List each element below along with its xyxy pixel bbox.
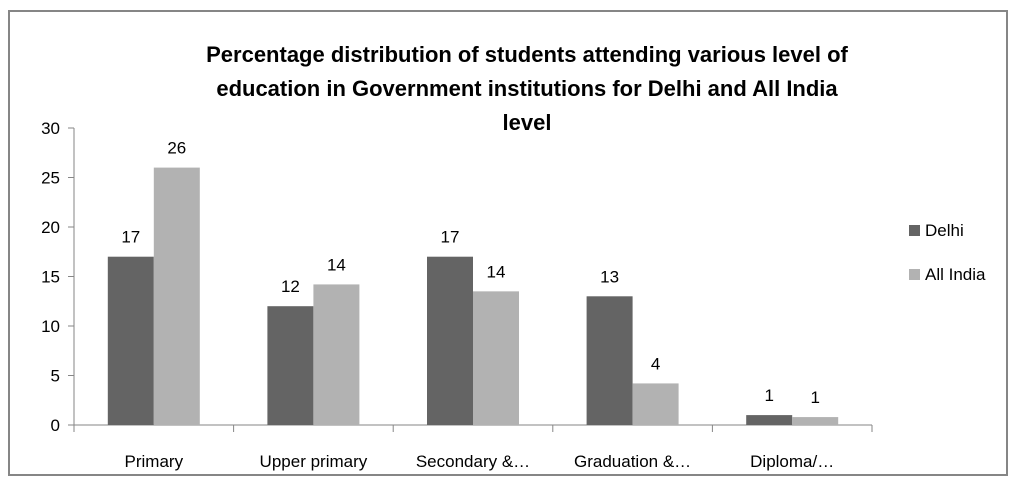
bar-all-india [792, 417, 839, 425]
data-label: 13 [600, 267, 619, 286]
x-tick-label: Upper primary [260, 452, 368, 471]
data-labels: 17 12 17 13 1 26 14 14 4 1 [121, 139, 820, 407]
x-tick-label: Graduation &… [574, 452, 691, 471]
bar-delhi [586, 296, 633, 425]
data-label: 17 [441, 228, 460, 247]
chart-frame: Percentage distribution of students atte… [8, 10, 1008, 476]
bars [107, 167, 839, 425]
bar-delhi [746, 415, 793, 425]
chart-title-line-3: level [503, 110, 552, 135]
chart-title-line-1: Percentage distribution of students atte… [206, 42, 848, 67]
bar-delhi [427, 256, 473, 425]
x-tick-label: Primary [125, 452, 184, 471]
data-label: 26 [167, 139, 186, 158]
data-label: 1 [810, 388, 819, 407]
axes: 0 5 10 15 20 25 30 Primary Upper primary Secondar… [41, 119, 873, 471]
bar-all-india [313, 284, 360, 425]
chart-title-line-2: education in Government institutions for… [216, 76, 838, 101]
bar-delhi [107, 256, 154, 425]
bar-all-india [153, 167, 200, 425]
data-label: 1 [764, 386, 773, 405]
data-label: 14 [487, 262, 506, 281]
legend-label: Delhi [925, 221, 964, 240]
y-tick-label: 5 [51, 367, 60, 386]
data-label: 14 [327, 255, 346, 274]
x-tick-label: Secondary &… [416, 452, 530, 471]
x-tick-label: Diploma/… [750, 452, 834, 471]
data-label: 12 [281, 277, 300, 296]
legend-swatch [909, 269, 920, 280]
data-label: 17 [121, 228, 140, 247]
legend-label: All India [925, 265, 986, 284]
legend-swatch [909, 225, 920, 236]
y-tick-label: 30 [41, 119, 60, 138]
y-tick-label: 15 [41, 268, 60, 287]
bar-delhi [267, 306, 314, 425]
y-tick-label: 25 [41, 169, 60, 188]
y-tick-label: 20 [41, 218, 60, 237]
chart-svg: Percentage distribution of students atte… [41, 42, 986, 471]
data-label: 4 [651, 354, 660, 373]
y-tick-label: 10 [41, 317, 60, 336]
bar-all-india [473, 291, 519, 425]
y-tick-label: 0 [51, 416, 60, 435]
chart-title: Percentage distribution of students atte… [206, 42, 848, 135]
legend: Delhi All India [909, 221, 986, 284]
bar-all-india [632, 383, 679, 425]
